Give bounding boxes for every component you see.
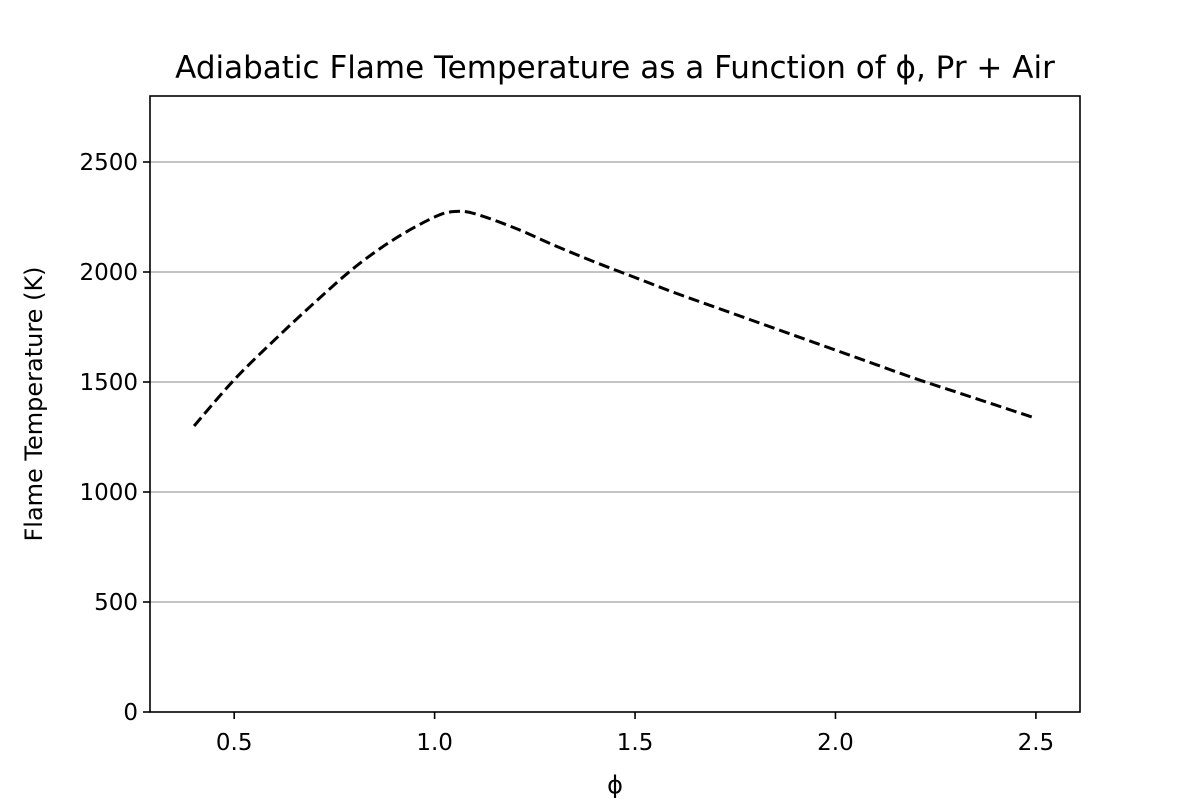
y-tick-label: 500 [94,590,138,616]
y-axis-ticks: 0 500 1000 1500 2000 2500 [79,150,150,726]
x-tick-label: 2.0 [817,730,854,756]
y-tick-label: 2000 [79,260,138,286]
x-tick-label: 2.5 [1018,730,1055,756]
series-layer [192,209,1037,427]
x-tick-label: 1.0 [416,730,453,756]
y-tick-label: 0 [123,700,138,726]
x-axis-label: ϕ [607,771,623,799]
grid-lines [150,161,1080,603]
y-tick-label: 1500 [79,370,138,396]
series-line [192,209,1037,427]
chart-title: Adiabatic Flame Temperature as a Functio… [175,50,1055,86]
x-tick-label: 0.5 [216,730,253,756]
y-tick-label: 1000 [79,480,138,506]
x-axis-ticks: 0.5 1.0 1.5 2.0 2.5 [216,712,1054,756]
y-axis-label: Flame Temperature (K) [20,266,48,541]
plot-frame [149,95,1081,713]
y-tick-label: 2500 [79,150,138,176]
x-tick-label: 1.5 [617,730,654,756]
